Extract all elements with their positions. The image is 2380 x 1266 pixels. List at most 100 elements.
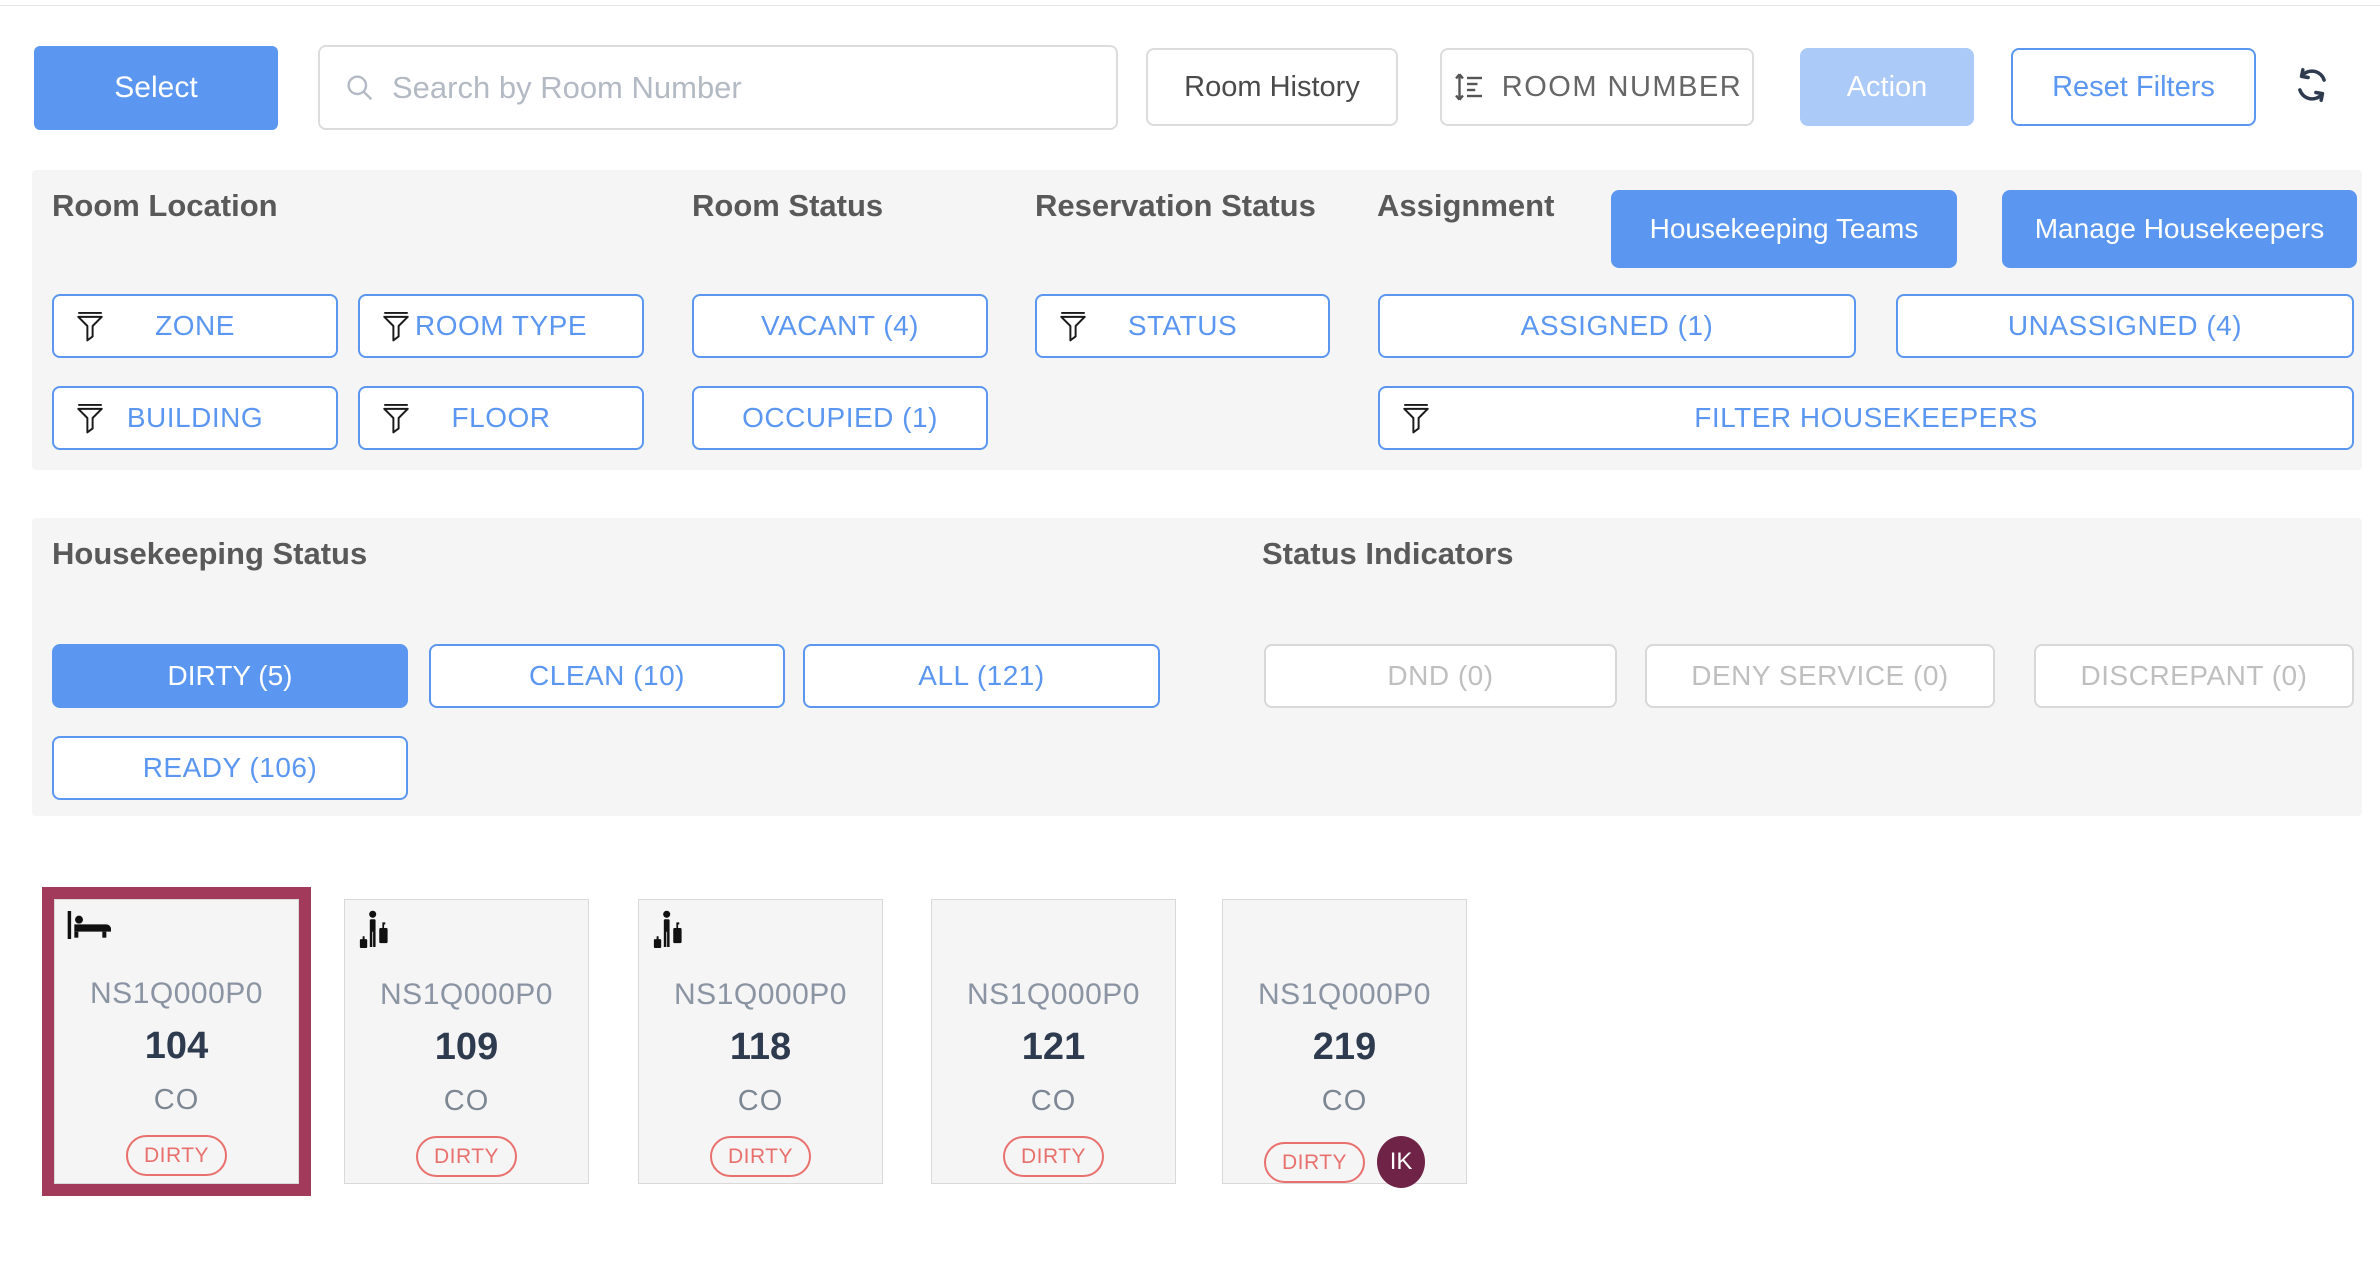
room-type-filter-label: ROOM TYPE	[414, 310, 587, 341]
room-card-body: NS1Q000P0 219 CO DIRTY IK	[1223, 900, 1466, 1188]
discrepant-indicator-label: DISCREPANT (0)	[2080, 660, 2308, 691]
room-card-body: NS1Q000P0 118 CO DIRTY	[639, 900, 882, 1183]
dirty-status-badge: DIRTY	[125, 1135, 228, 1176]
search-box	[318, 45, 1118, 130]
assignment-title: Assignment	[1377, 188, 1555, 223]
funnel-icon	[1400, 401, 1432, 435]
assigned-filter-button[interactable]: ASSIGNED (1)	[1378, 294, 1856, 358]
dnd-indicator-button[interactable]: DND (0)	[1264, 644, 1617, 708]
sort-amount-icon	[1454, 73, 1482, 101]
room-status-title: Room Status	[692, 188, 884, 223]
room-card-selected-ring[interactable]: NS1Q000P0 104 CO DIRTY	[42, 887, 311, 1196]
dirty-status-badge: DIRTY	[709, 1136, 812, 1177]
reservation-status-title: Reservation Status	[1035, 188, 1316, 223]
reservation-status-filter-button[interactable]: STATUS	[1035, 294, 1330, 358]
room-code: NS1Q000P0	[90, 977, 263, 1010]
sort-dropdown[interactable]: ROOM NUMBER	[1440, 48, 1754, 126]
guest-luggage-icon	[357, 910, 391, 955]
ready-filter-label: READY (106)	[142, 752, 318, 783]
search-input[interactable]	[390, 68, 1096, 107]
refresh-icon	[2298, 68, 2326, 102]
room-card[interactable]: NS1Q000P0 121 CO DIRTY	[931, 899, 1176, 1184]
room-location-title: Room Location	[52, 188, 278, 223]
select-button[interactable]: Select	[34, 46, 278, 130]
room-number: 104	[144, 1025, 209, 1067]
status-indicators-title: Status Indicators	[1262, 536, 1514, 571]
occupied-filter-button[interactable]: OCCUPIED (1)	[692, 386, 988, 450]
deny-service-indicator-button[interactable]: DENY SERVICE (0)	[1645, 644, 1995, 708]
reset-filters-button[interactable]: Reset Filters	[2011, 48, 2256, 126]
building-filter-label: BUILDING	[126, 402, 264, 433]
dirty-filter-button[interactable]: DIRTY (5)	[52, 644, 408, 708]
reservation-status: CO	[1321, 1085, 1368, 1117]
room-code: NS1Q000P0	[967, 978, 1140, 1011]
unassigned-filter-label: UNASSIGNED (4)	[2007, 310, 2243, 341]
select-button-label: Select	[114, 71, 198, 104]
manage-housekeepers-button[interactable]: Manage Housekeepers	[2002, 190, 2357, 268]
floor-filter-label: FLOOR	[451, 402, 551, 433]
housekeeping-status-panel: Housekeeping Status Status Indicators DI…	[32, 518, 2362, 816]
room-code: NS1Q000P0	[674, 978, 847, 1011]
housekeeping-teams-button[interactable]: Housekeeping Teams	[1611, 190, 1957, 268]
room-number: 121	[1021, 1026, 1086, 1068]
floor-filter-button[interactable]: FLOOR	[358, 386, 644, 450]
assigned-filter-label: ASSIGNED (1)	[1520, 310, 1714, 341]
unassigned-filter-button[interactable]: UNASSIGNED (4)	[1896, 294, 2354, 358]
deny-service-indicator-label: DENY SERVICE (0)	[1691, 660, 1949, 691]
room-history-label: Room History	[1184, 70, 1360, 103]
filter-housekeepers-label: FILTER HOUSEKEEPERS	[1694, 402, 2038, 433]
funnel-icon	[74, 309, 106, 343]
room-number: 109	[434, 1026, 499, 1068]
funnel-icon	[74, 401, 106, 435]
reservation-status: CO	[1030, 1085, 1077, 1117]
funnel-icon	[380, 401, 412, 435]
zone-filter-button[interactable]: ZONE	[52, 294, 338, 358]
sort-dropdown-value: ROOM NUMBER	[1501, 70, 1743, 103]
vacant-filter-button[interactable]: VACANT (4)	[692, 294, 988, 358]
reservation-status-filter-label: STATUS	[1127, 310, 1238, 341]
bed-icon	[66, 909, 112, 946]
room-card-body: NS1Q000P0 121 CO DIRTY	[932, 900, 1175, 1183]
occupied-filter-label: OCCUPIED (1)	[742, 402, 938, 433]
reservation-status: CO	[737, 1085, 784, 1117]
clean-filter-button[interactable]: CLEAN (10)	[429, 644, 785, 708]
dirty-status-badge: DIRTY	[1002, 1136, 1105, 1177]
room-history-button[interactable]: Room History	[1146, 48, 1398, 126]
room-card[interactable]: NS1Q000P0 104 CO DIRTY	[54, 899, 299, 1184]
room-card-body: NS1Q000P0 109 CO DIRTY	[345, 900, 588, 1183]
all-filter-label: ALL (121)	[918, 660, 1045, 691]
room-number: 219	[1312, 1026, 1377, 1068]
room-card[interactable]: NS1Q000P0 118 CO DIRTY	[638, 899, 883, 1184]
room-code: NS1Q000P0	[1258, 978, 1431, 1011]
housekeeper-badge: IK	[1377, 1136, 1426, 1188]
reset-filters-label: Reset Filters	[2052, 70, 2215, 103]
clean-filter-label: CLEAN (10)	[529, 660, 685, 691]
room-card[interactable]: NS1Q000P0 109 CO DIRTY	[344, 899, 589, 1184]
building-filter-button[interactable]: BUILDING	[52, 386, 338, 450]
dirty-status-badge: DIRTY	[415, 1136, 518, 1177]
dirty-status-badge: DIRTY	[1263, 1141, 1366, 1183]
action-button[interactable]: Action	[1800, 48, 1974, 126]
manage-housekeepers-label: Manage Housekeepers	[2034, 213, 2325, 244]
housekeeping-teams-label: Housekeeping Teams	[1649, 213, 1919, 244]
discrepant-indicator-button[interactable]: DISCREPANT (0)	[2034, 644, 2354, 708]
dirty-filter-label: DIRTY (5)	[167, 660, 293, 691]
funnel-icon	[1057, 309, 1089, 343]
room-code: NS1Q000P0	[380, 978, 553, 1011]
dnd-indicator-label: DND (0)	[1387, 660, 1494, 691]
filters-panel: Room Location Room Status Reservation St…	[32, 170, 2362, 470]
filter-housekeepers-button[interactable]: FILTER HOUSEKEEPERS	[1378, 386, 2354, 450]
room-card-body: NS1Q000P0 104 CO DIRTY	[54, 899, 299, 1184]
zone-filter-label: ZONE	[155, 310, 235, 341]
refresh-button[interactable]	[2289, 62, 2335, 108]
all-filter-button[interactable]: ALL (121)	[803, 644, 1160, 708]
funnel-icon	[380, 309, 412, 343]
vacant-filter-label: VACANT (4)	[761, 310, 919, 341]
reservation-status: CO	[153, 1084, 200, 1116]
ready-filter-button[interactable]: READY (106)	[52, 736, 408, 800]
room-type-filter-button[interactable]: ROOM TYPE	[358, 294, 644, 358]
top-divider	[0, 5, 2380, 6]
reservation-status: CO	[443, 1085, 490, 1117]
room-card[interactable]: NS1Q000P0 219 CO DIRTY IK	[1222, 899, 1467, 1188]
